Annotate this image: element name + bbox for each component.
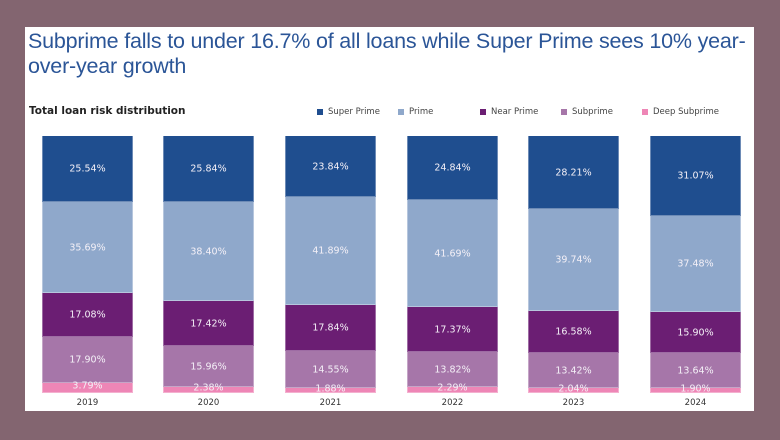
bar-segment-prime: 41.69% <box>407 200 498 307</box>
bar-segment-near-prime: 16.58% <box>528 311 619 353</box>
legend-item-super-prime: Super Prime <box>317 107 380 117</box>
legend-label: Deep Subprime <box>653 107 720 117</box>
chart-panel: Subprime falls to under 16.7% of all loa… <box>25 27 754 411</box>
legend-swatch-icon <box>561 109 567 115</box>
bar-2021: 23.84% 41.89% 17.84% 14.55% 1.88% <box>285 136 376 394</box>
chart-headline: Subprime falls to under 16.7% of all loa… <box>28 29 746 78</box>
bar-segment-subprime: 13.82% <box>407 352 498 387</box>
legend-item-prime: Prime <box>398 107 433 117</box>
x-axis-tick-label: 2022 <box>441 398 464 408</box>
legend-label: Super Prime <box>328 107 380 117</box>
bar-segment-subprime: 17.90% <box>42 337 133 383</box>
legend-label: Subprime <box>572 107 613 117</box>
data-label: 17.84% <box>312 322 349 334</box>
x-axis-tick-label: 2021 <box>319 398 342 408</box>
data-label: 23.84% <box>312 161 349 172</box>
bar-segment-deep-subprime: 2.38% <box>163 383 254 394</box>
bar-segment-subprime: 13.42% <box>528 353 619 388</box>
legend-swatch-icon <box>480 109 486 115</box>
data-label: 25.54% <box>69 163 106 175</box>
bar-segment-near-prime: 17.37% <box>407 307 498 352</box>
data-label: 41.69% <box>434 248 471 259</box>
data-label: 17.42% <box>190 318 227 329</box>
data-label: 13.82% <box>434 364 471 375</box>
data-label: 16.58% <box>555 326 592 338</box>
data-label: 15.96% <box>190 361 227 372</box>
legend-swatch-icon <box>642 109 648 115</box>
data-label: 14.55% <box>312 364 349 375</box>
legend-item-near-prime: Near Prime <box>480 107 538 117</box>
legend-swatch-icon <box>398 109 404 115</box>
bar-2023: 28.21% 39.74% 16.58% 13.42% 2.04% <box>528 136 619 394</box>
chart-legend: Super Prime Prime Near Prime Subprime De… <box>25 107 754 121</box>
data-label: 41.89% <box>312 245 349 257</box>
data-label: 13.64% <box>677 365 714 376</box>
data-label: 38.40% <box>190 246 227 257</box>
data-label: 13.42% <box>555 365 592 376</box>
bar-segment-subprime: 14.55% <box>285 351 376 388</box>
x-axis-tick-label: 2024 <box>684 398 707 408</box>
data-label: 1.90% <box>680 383 711 394</box>
legend-label: Prime <box>409 107 434 117</box>
data-label: 25.84% <box>190 163 227 175</box>
data-label: 2.04% <box>558 383 589 394</box>
legend-item-deep-subprime: Deep Subprime <box>642 107 719 117</box>
bar-segment-deep-subprime: 1.90% <box>650 383 741 394</box>
bar-segment-near-prime: 17.84% <box>285 305 376 351</box>
data-label: 28.21% <box>555 167 592 178</box>
bar-segment-super-prime: 23.84% <box>285 136 376 197</box>
bar-2024: 31.07% 37.48% 15.90% 13.64% 1.90% <box>650 136 741 394</box>
data-label: 3.79% <box>72 380 103 392</box>
bar-segment-subprime: 13.64% <box>650 353 741 388</box>
data-label: 15.90% <box>677 327 714 338</box>
bar-segment-deep-subprime: 2.04% <box>528 383 619 394</box>
data-label: 37.48% <box>677 258 714 270</box>
x-axis-tick-label: 2023 <box>562 398 585 408</box>
bar-segment-near-prime: 15.90% <box>650 312 741 353</box>
bar-segment-near-prime: 17.42% <box>163 301 254 346</box>
bar-segment-near-prime: 17.08% <box>42 293 133 337</box>
data-label: 35.69% <box>69 242 106 253</box>
bar-segment-super-prime: 31.07% <box>650 136 741 216</box>
x-axis-tick-label: 2019 <box>76 398 99 408</box>
bar-segment-prime: 35.69% <box>42 202 133 293</box>
bar-segment-super-prime: 28.21% <box>528 136 619 209</box>
data-label: 17.08% <box>69 309 106 321</box>
legend-swatch-icon <box>317 109 323 115</box>
bar-segment-prime: 37.48% <box>650 216 741 312</box>
bar-2019: 25.54% 35.69% 17.08% 17.90% 3.79% <box>42 136 133 393</box>
data-label: 2.38% <box>193 382 224 394</box>
x-axis-tick-label: 2020 <box>197 398 220 408</box>
bar-segment-deep-subprime: 3.79% <box>42 380 133 393</box>
bar-segment-super-prime: 25.54% <box>42 136 133 202</box>
data-label: 39.74% <box>555 254 592 266</box>
bar-segment-prime: 41.89% <box>285 197 376 305</box>
legend-item-subprime: Subprime <box>561 107 613 117</box>
data-label: 17.37% <box>434 324 471 335</box>
bar-2020: 25.84% 38.40% 17.42% 15.96% 2.38% <box>163 136 254 394</box>
bar-segment-deep-subprime: 2.29% <box>407 383 498 394</box>
data-label: 31.07% <box>677 170 714 182</box>
bar-segment-prime: 39.74% <box>528 209 619 311</box>
data-label: 1.88% <box>315 383 346 394</box>
bar-segment-super-prime: 25.84% <box>163 136 254 202</box>
data-label: 17.90% <box>69 354 106 366</box>
stacked-bar-plot: 25.54% 35.69% 17.08% 17.90% 3.79% 25.84% 38.40… <box>25 136 754 394</box>
bar-segment-subprime: 15.96% <box>163 346 254 387</box>
bar-segment-deep-subprime: 1.88% <box>285 383 376 394</box>
bar-segment-super-prime: 24.84% <box>407 136 498 200</box>
data-label: 24.84% <box>434 162 471 174</box>
bar-segment-prime: 38.40% <box>163 202 254 301</box>
chart-subtitle: Total loan risk distribution <box>29 105 186 117</box>
bar-2022: 24.84% 41.69% 17.37% 13.82% 2.29% <box>407 136 498 394</box>
legend-label: Near Prime <box>491 107 539 117</box>
data-label: 2.29% <box>437 382 468 394</box>
